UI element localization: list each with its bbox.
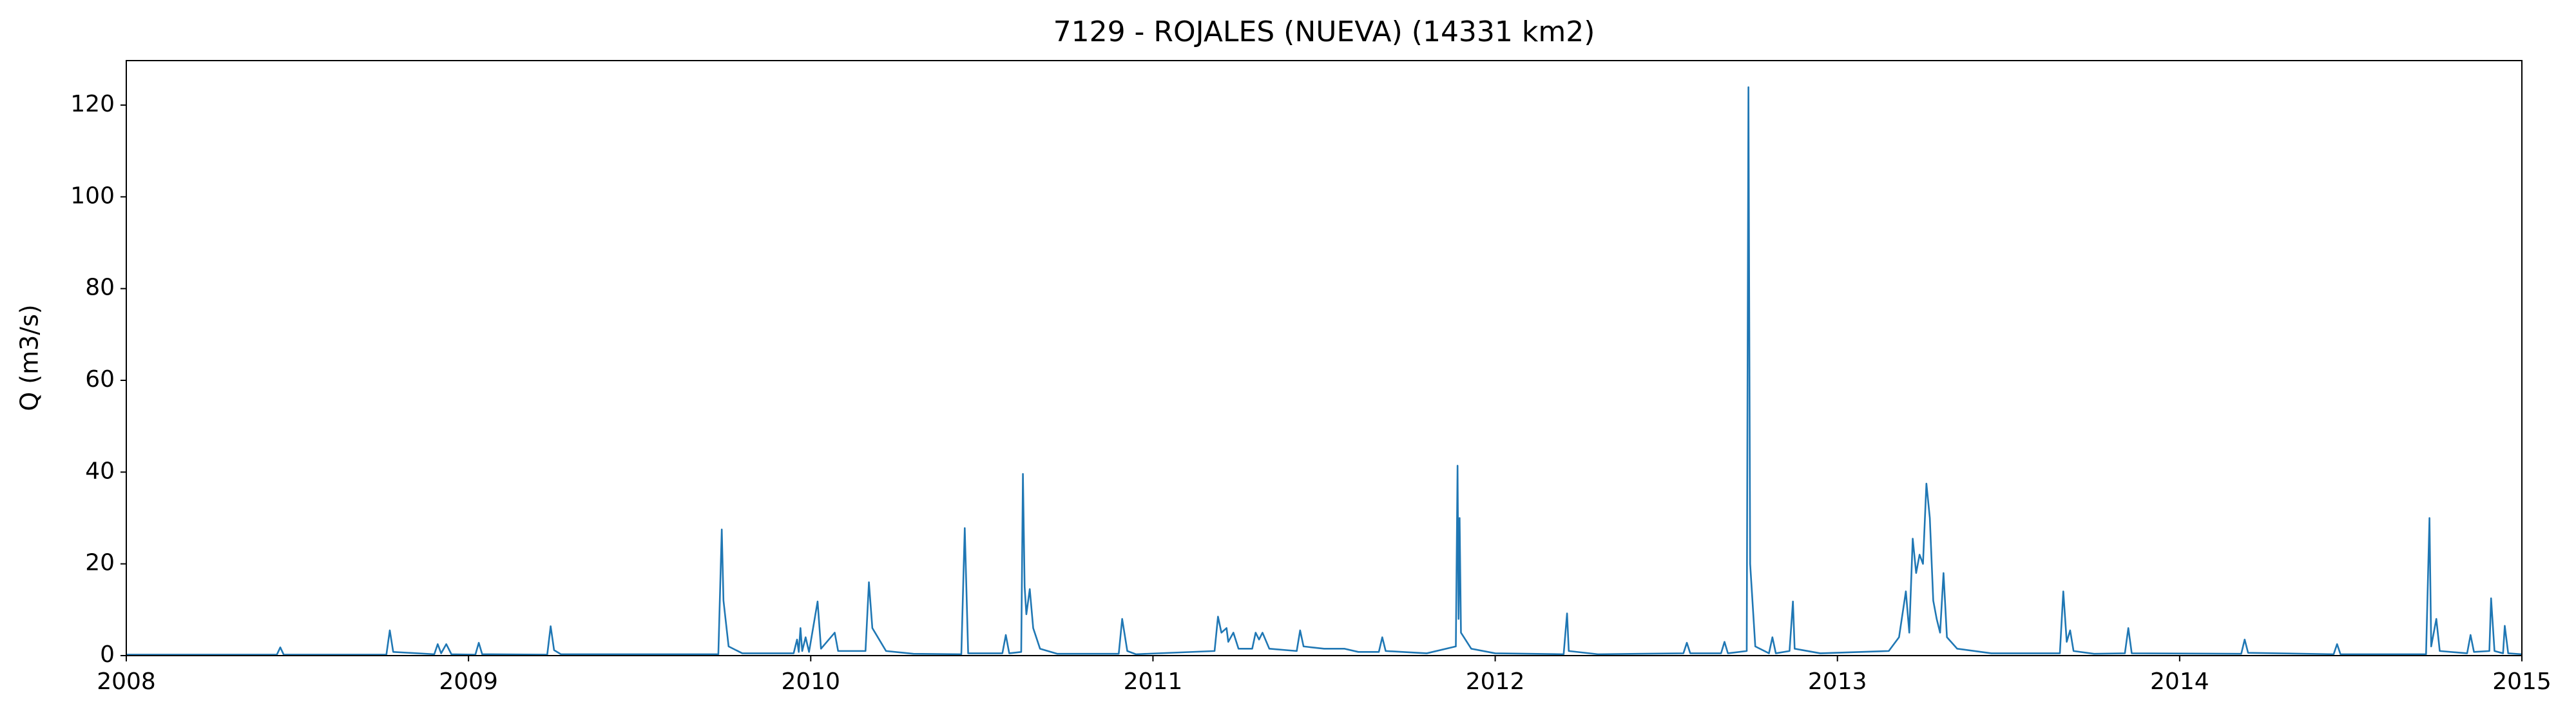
x-tick-label: 2011 [1124,668,1183,695]
data-line [126,86,2523,656]
y-axis-label: Q (m3/s) [15,304,44,411]
x-tick-label: 2008 [97,668,156,695]
x-tick-label: 2012 [1466,668,1525,695]
y-tick-label: 0 [100,641,115,668]
plot-frame [126,60,2523,656]
y-tick-label: 80 [85,275,115,301]
y-tick-label: 40 [85,458,115,484]
chart-title: 7129 - ROJALES (NUEVA) (14331 km2) [1053,15,1595,48]
x-tick-label: 2014 [2150,668,2209,695]
y-tick-label: 60 [85,366,115,393]
x-tick-label: 2015 [2492,668,2552,695]
y-tick-label: 100 [70,182,115,209]
y-tick-label: 20 [85,550,115,576]
x-tick-label: 2010 [781,668,840,695]
x-tick-label: 2013 [1808,668,1867,695]
x-tick-label: 2009 [439,668,498,695]
y-tick-label: 120 [70,91,115,117]
